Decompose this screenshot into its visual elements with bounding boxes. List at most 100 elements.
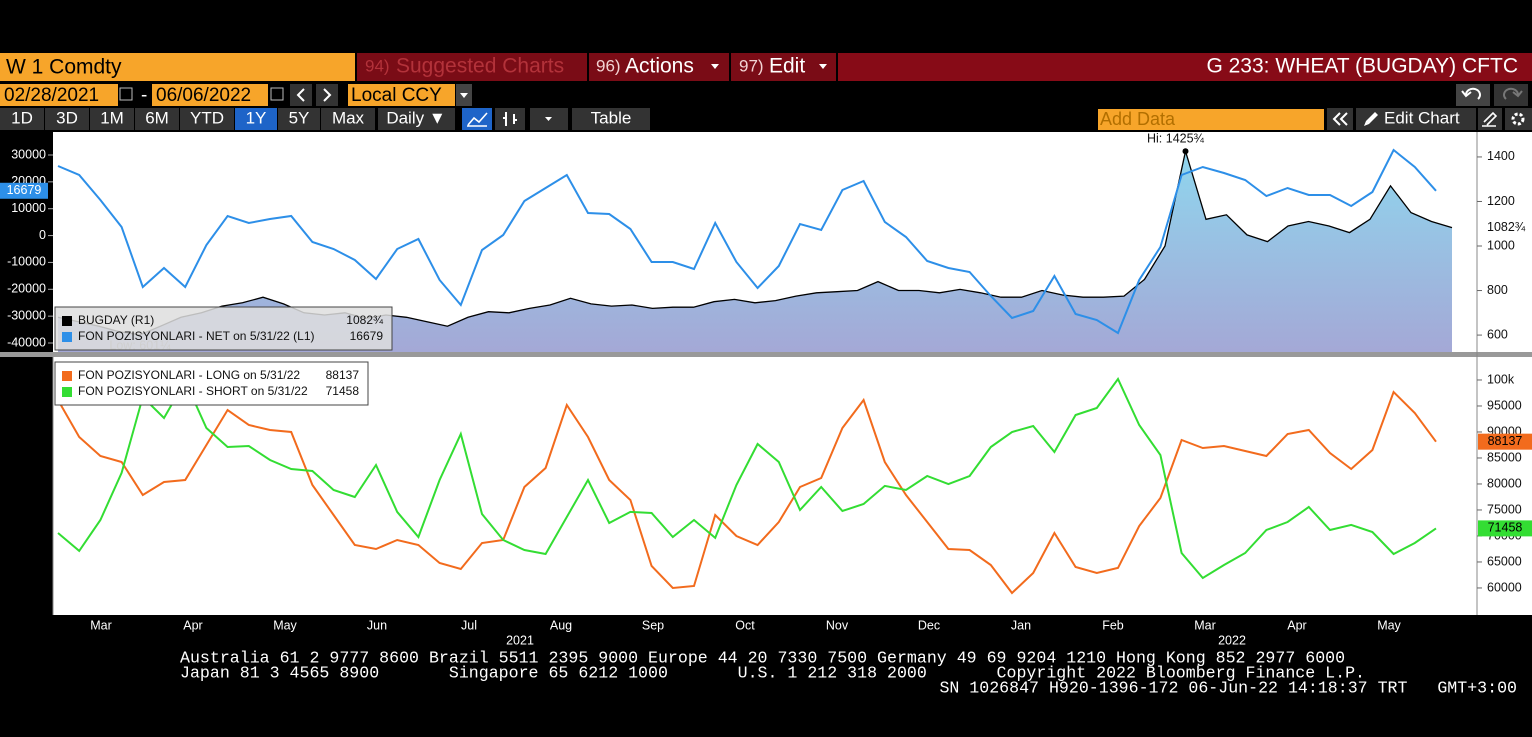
x-tick-label: Feb [1102,618,1124,632]
x-tick-label: Dec [918,618,940,632]
period-button[interactable] [235,108,277,130]
y2-tick-label: 65000 [1487,554,1522,568]
y2-tick-label: 800 [1487,283,1508,297]
y-tick-label: 10000 [11,201,46,215]
start-date: 02/28/2021 [4,85,99,106]
period-label: 3D [56,108,78,127]
menu-label: Suggested Charts [396,55,564,78]
settings-button[interactable] [1505,108,1532,130]
dropdown-arrow [460,93,468,98]
security: W 1 Comdty [6,56,122,79]
period-label: YTD [190,108,224,127]
year-label: 2021 [506,633,534,647]
y-tick-label: -30000 [7,308,46,322]
last-value-box [1478,433,1532,450]
period-button[interactable] [135,108,179,130]
year-label: 2022 [1218,633,1246,647]
y2-tick-label: 100k [1487,372,1515,386]
legend-value: 88137 [326,368,360,382]
annotate-icon [1482,111,1498,127]
x-tick-label: Mar [1194,618,1216,632]
menu-num: 96) [596,56,621,75]
legend-swatch [62,371,72,381]
y2-tick-label: 80000 [1487,476,1522,490]
x-tick-label: Jul [461,618,477,632]
table-label: Table [591,108,632,127]
footer-line: SN 1026847 H920-1396-172 06-Jun-22 14:18… [939,678,1517,697]
x-tick-label: Oct [735,618,755,632]
area [58,151,1452,352]
x-tick-label: Nov [826,618,849,632]
period-button[interactable] [180,108,234,130]
x-tick-label: Apr [183,618,202,632]
period-button[interactable] [0,108,44,130]
x-tick-label: Jan [1011,618,1031,632]
period-label: 1Y [246,108,267,127]
legend-value: 71458 [326,384,360,398]
edit-chart-button[interactable] [1356,108,1476,130]
y2-tick-label: 60000 [1487,580,1522,594]
legend-value: 16679 [350,329,384,343]
x-tick-label: Sep [642,618,664,632]
y-tick-label: 0 [39,228,46,242]
menu-edit[interactable] [731,53,836,81]
high-marker [1182,148,1189,155]
y2-tick-label: 75000 [1487,502,1522,516]
redo-button[interactable] [1494,84,1528,106]
currency-box[interactable] [348,84,455,106]
security-box[interactable] [0,53,355,81]
start-date-box[interactable] [0,84,118,106]
footer-line: Japan 81 3 4565 8900 Singapore 65 6212 1… [180,663,1365,682]
legend-swatch [62,332,72,342]
annotate-button[interactable] [1478,108,1502,130]
period-button[interactable] [278,108,320,130]
undo-icon [1461,87,1481,100]
add-data-box[interactable] [1098,109,1324,130]
y2-tick-label: 600 [1487,327,1508,341]
last-value: 71458 [1488,521,1523,535]
period-button[interactable] [90,108,134,130]
table-button[interactable] [572,108,650,130]
menu-label: Actions [625,55,694,78]
calendar-icon[interactable] [119,87,133,101]
menu-actions[interactable] [589,53,729,81]
pencil-icon [1364,112,1378,126]
line [57,148,1437,335]
calendar-icon[interactable] [270,87,284,101]
y2-tick-label: 1400 [1487,149,1515,163]
menu-suggested[interactable] [357,53,587,81]
line [57,390,1437,595]
undo-button[interactable] [1456,84,1490,106]
legend [54,306,393,351]
y2-tick-label: 85000 [1487,450,1522,464]
menu-label: Edit [769,55,805,78]
last-value-box [1478,520,1532,537]
y-tick-label: 30000 [11,147,46,161]
last-value: 88137 [1488,434,1523,448]
last-value-box [0,182,48,199]
x-tick-label: Mar [90,618,112,632]
period-button[interactable] [321,108,375,130]
bar-chart-button[interactable] [495,108,525,130]
last-value: 16679 [7,183,42,197]
dropdown-arrow [711,64,719,69]
frequency-button[interactable] [378,108,455,130]
panel-divider [0,352,1532,357]
prev-button[interactable] [290,84,312,106]
y2-tick-label: 1000 [1487,238,1515,252]
next-arrow [323,88,332,102]
line-chart-button[interactable] [462,108,492,130]
period-button[interactable] [45,108,89,130]
end-date-box[interactable] [152,84,268,106]
edit-chart: Edit Chart [1384,108,1460,127]
period-label: Max [332,108,365,127]
legend-value: 1082¾ [346,313,384,327]
next-button[interactable] [316,84,338,106]
legend-label: FON POZISYONLARI - LONG on 5/31/22 [78,368,300,382]
period-label: 6M [145,108,169,127]
period-label: 1D [11,108,33,127]
legend-label: FON POZISYONLARI - NET on 5/31/22 (L1) [78,329,315,343]
legend-label: FON POZISYONLARI - SHORT on 5/31/22 [78,384,308,398]
footer-line: Australia 61 2 9777 8600 Brazil 5511 239… [180,648,1345,667]
